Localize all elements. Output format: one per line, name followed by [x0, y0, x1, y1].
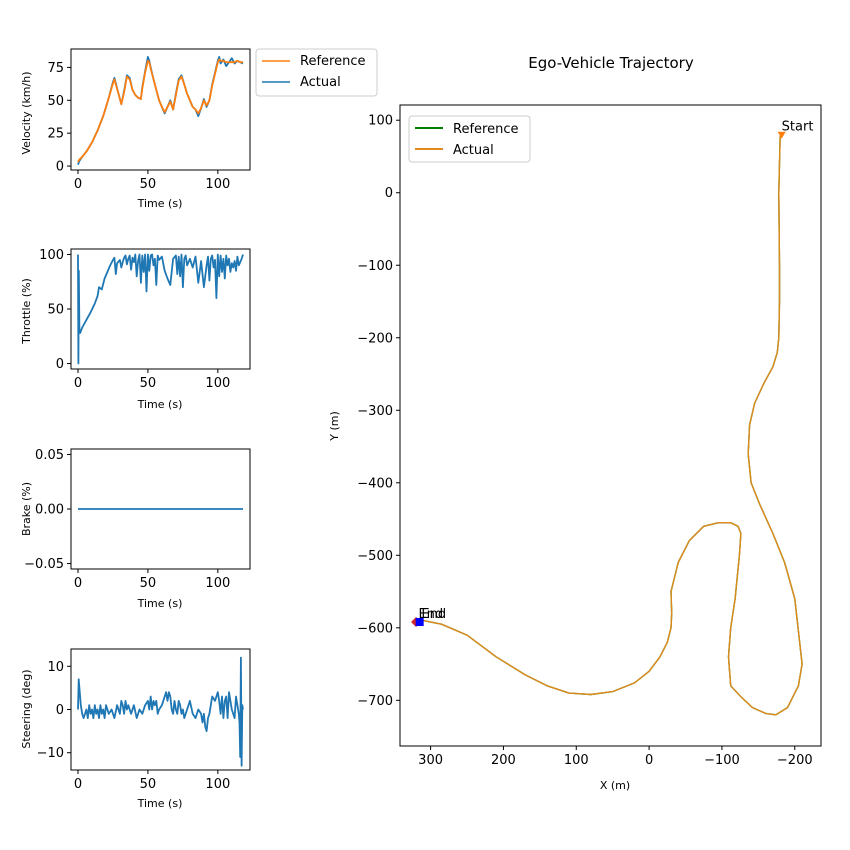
velocity-legend-actual: Actual — [300, 75, 341, 90]
throttle-xtick-label: 0 — [74, 376, 82, 391]
steering-xlabel: Time (s) — [137, 797, 183, 810]
throttle-xlabel: Time (s) — [137, 398, 183, 411]
velocity-legend-reference: Reference — [300, 54, 365, 69]
trajectory-annotation-start: Start — [782, 120, 814, 135]
throttle-ytick-label: 0 — [56, 357, 64, 372]
velocity-frame — [70, 48, 251, 171]
steering-ylabel: Steering (deg) — [20, 669, 33, 748]
trajectory-ytick-label: 100 — [368, 114, 393, 129]
trajectory-ytick-label: −600 — [357, 621, 393, 636]
trajectory-ytick-label: −100 — [357, 259, 393, 274]
velocity-series-reference — [77, 58, 243, 163]
trajectory-frame — [399, 104, 822, 747]
velocity-xlabel: Time (s) — [137, 197, 183, 210]
start-marker — [777, 131, 786, 139]
steering-axes: 0 50 100 −10 0 10 — [37, 648, 251, 792]
trajectory-xlabel: X (m) — [600, 779, 630, 792]
end-marker-actual — [415, 618, 424, 627]
trajectory-ytick-label: −200 — [357, 331, 393, 346]
throttle-series-actual — [77, 253, 244, 365]
throttle-axes: 0 50 100 0 50 100 — [39, 248, 251, 391]
velocity-ytick-label: 25 — [47, 127, 64, 142]
brake-xtick-label: 50 — [140, 576, 157, 591]
trajectory-ytick-label: 0 — [385, 186, 393, 201]
brake-xlabel: Time (s) — [137, 597, 183, 610]
velocity-ytick-label: 0 — [56, 160, 64, 175]
brake-axes: 0 50 100 −0.05 0.00 0.05 — [24, 448, 251, 591]
velocity-xtick-label: 50 — [140, 177, 157, 192]
throttle-ytick-label: 50 — [47, 303, 64, 318]
trajectory-ytick-label: −700 — [357, 694, 393, 709]
velocity-axes: 0 50 100 0 25 50 75 — [47, 48, 251, 192]
velocity-panel: 0 50 100 0 25 50 75 Time (s) Velocity (km/h) — [20, 48, 251, 210]
brake-ytick-label: 0.00 — [35, 503, 64, 518]
trajectory-series-actual — [419, 134, 803, 716]
velocity-ytick-label: 75 — [47, 61, 64, 76]
trajectory-xtick-label: 100 — [564, 753, 589, 768]
trajectory-annotation-end: End — [421, 607, 446, 622]
steering-series-actual — [77, 656, 244, 767]
trajectory-xtick-label: −200 — [777, 753, 813, 768]
throttle-xtick-label: 100 — [205, 376, 230, 391]
throttle-ylabel: Throttle (%) — [20, 278, 33, 345]
trajectory-ytick-label: −400 — [357, 476, 393, 491]
trajectory-ytick-label: −500 — [357, 549, 393, 564]
brake-xtick-label: 100 — [205, 576, 230, 591]
throttle-xtick-label: 50 — [140, 376, 157, 391]
brake-ytick-label: 0.05 — [35, 448, 64, 463]
trajectory-xtick-label: −100 — [704, 753, 740, 768]
velocity-ylabel: Velocity (km/h) — [20, 72, 33, 155]
velocity-legend: Reference Actual — [255, 48, 378, 97]
trajectory-annotation-end: End — [418, 607, 443, 622]
velocity-xtick-label: 0 — [74, 177, 82, 192]
throttle-ytick-label: 100 — [39, 248, 64, 263]
trajectory-legend: Reference Actual — [408, 115, 531, 163]
trajectory-ylabel: Y (m) — [328, 411, 341, 442]
throttle-panel: 0 50 100 0 50 100 Time (s) Throttle (%) — [20, 248, 251, 411]
brake-ylabel: Brake (%) — [20, 482, 33, 536]
velocity-xtick-label: 100 — [205, 177, 230, 192]
brake-xtick-label: 0 — [74, 576, 82, 591]
steering-panel: 0 50 100 −10 0 10 Time (s) Steering (deg) — [20, 648, 251, 810]
trajectory-xtick-label: 0 — [645, 753, 653, 768]
steering-ytick-label: 10 — [47, 660, 64, 675]
trajectory-ytick-label: −300 — [357, 404, 393, 419]
trajectory-legend-actual: Actual — [453, 143, 494, 158]
velocity-ytick-label: 50 — [47, 94, 64, 109]
steering-xtick-label: 100 — [205, 777, 230, 792]
trajectory-xtick-label: 200 — [491, 753, 516, 768]
steering-ytick-label: 0 — [56, 703, 64, 718]
brake-panel: 0 50 100 −0.05 0.00 0.05 Time (s) Brake (%) — [20, 448, 251, 610]
steering-xtick-label: 50 — [140, 777, 157, 792]
steering-xtick-label: 0 — [74, 777, 82, 792]
trajectory-xtick-label: 300 — [418, 753, 443, 768]
brake-ytick-label: −0.05 — [24, 557, 64, 572]
trajectory-legend-reference: Reference — [453, 122, 518, 137]
steering-ytick-label: −10 — [37, 746, 64, 761]
trajectory-title: Ego-Vehicle Trajectory — [528, 54, 694, 72]
